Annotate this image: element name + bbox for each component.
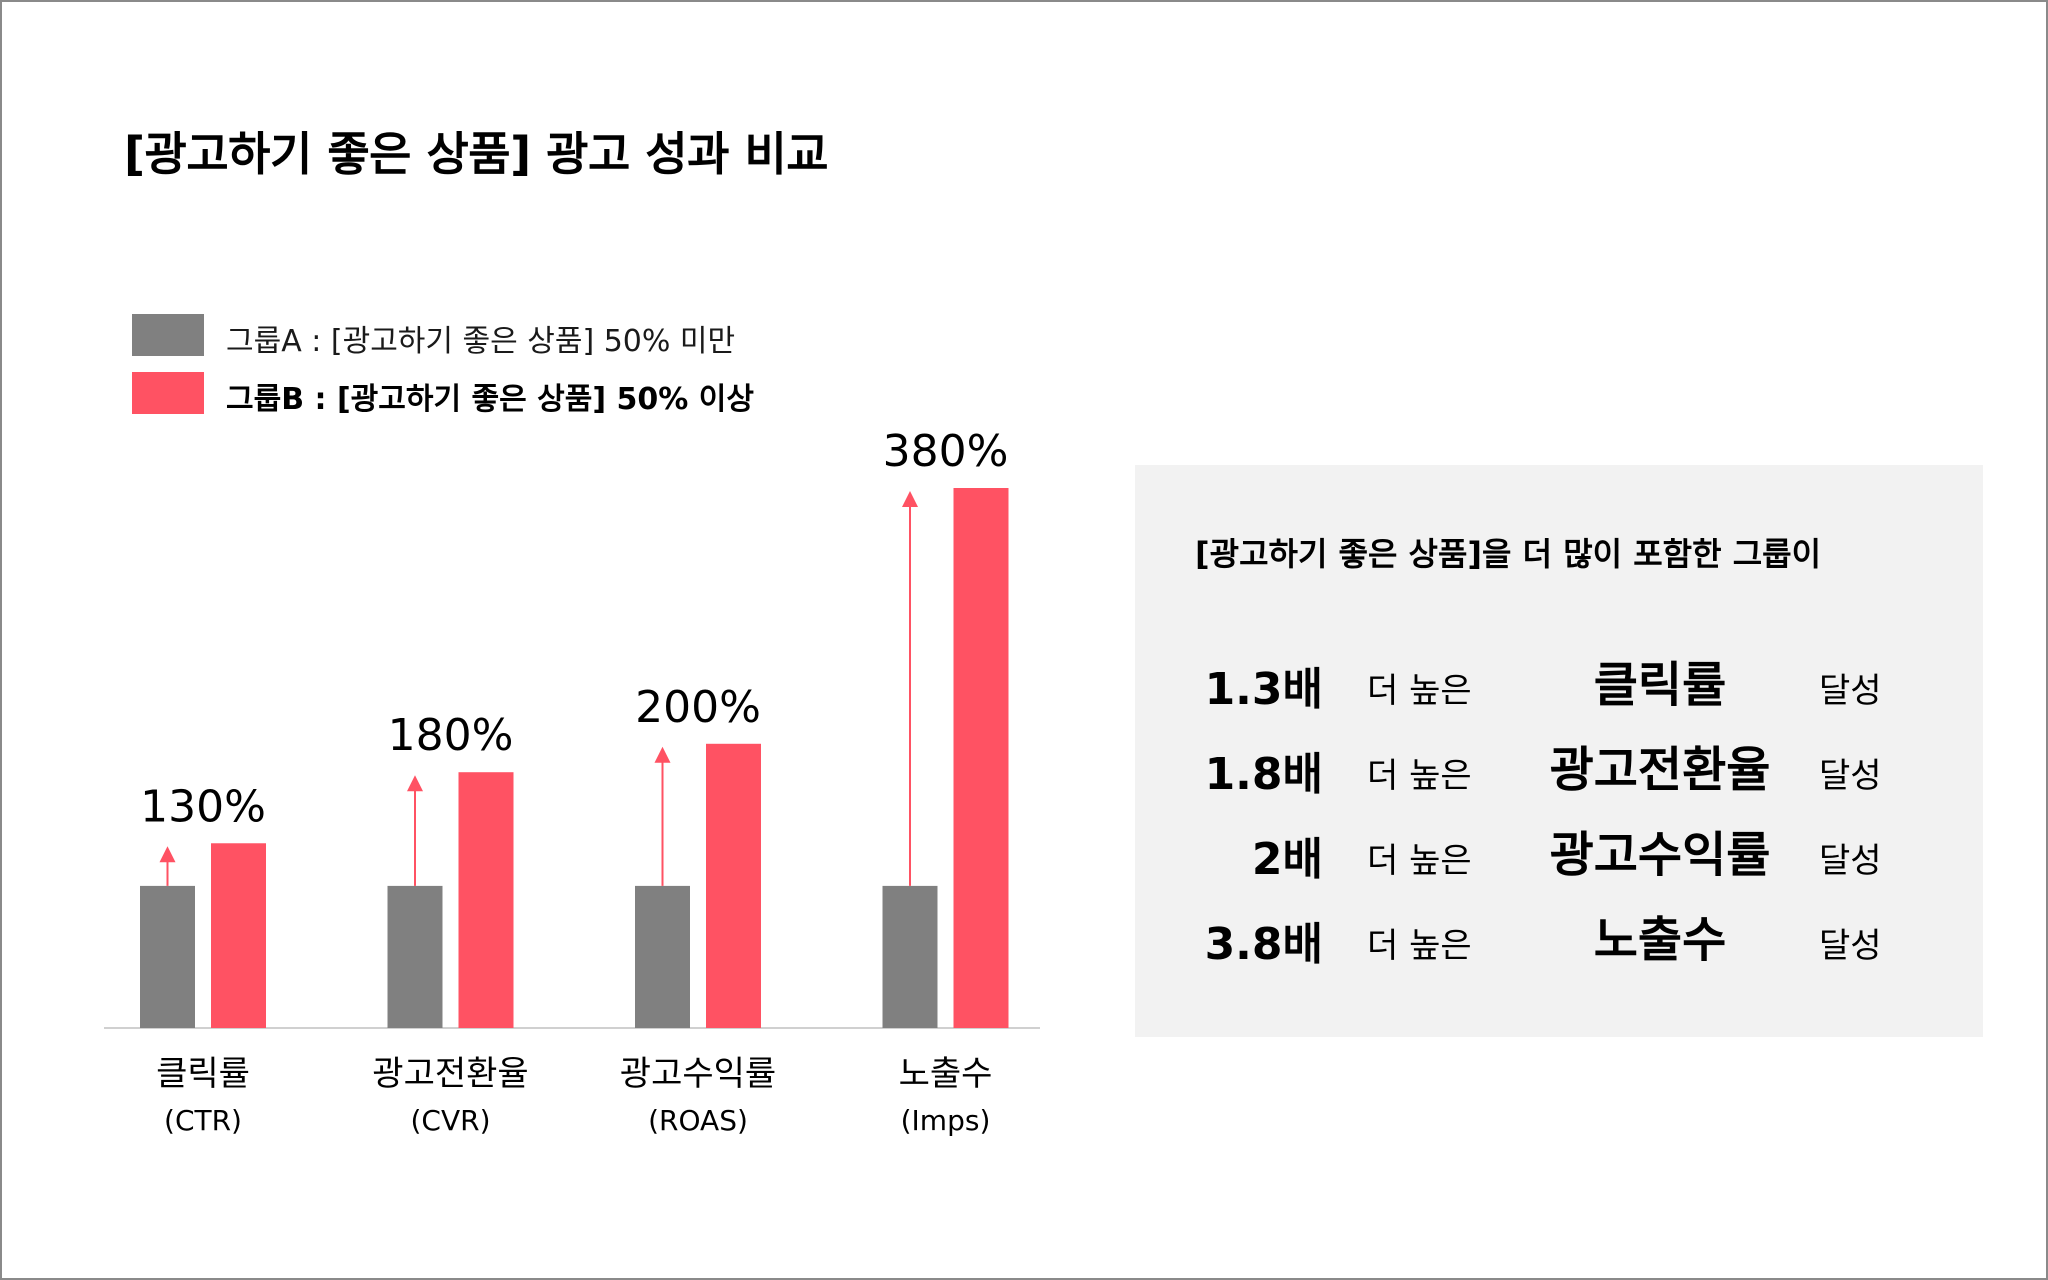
increase-arrow-head-1 xyxy=(407,775,423,792)
bar-group-b-2 xyxy=(706,743,761,1028)
category-sublabel-1: (CVR) xyxy=(410,1104,490,1137)
legend-label-group-b: 그룹B : [광고하기 좋은 상품] 50% 이상 xyxy=(226,382,754,417)
category-label-1: 광고전환율 xyxy=(372,1054,528,1094)
increase-arrow-head-3 xyxy=(902,491,918,507)
summary-heading: [광고하기 좋은 상품]을 더 많이 포함한 그룹이 xyxy=(1195,535,1822,573)
summary-row: 1.8배 더 높은 광고전환율 달성 xyxy=(1135,724,1983,804)
category-sublabel-3: (Imps) xyxy=(901,1104,991,1137)
bar-group-b-0 xyxy=(211,843,266,1028)
data-label-0: 130% xyxy=(140,781,266,832)
summary-row: 3.8배 더 높은 노출수 달성 xyxy=(1135,894,1983,974)
bar-chart: 130% 클릭률 (CTR) 180% 광고전환율 (CVR) 200% 광고수익률 (ROAS… xyxy=(104,426,1040,1137)
bar-group-b-1 xyxy=(458,772,514,1028)
summary-achieved-text: 달성 xyxy=(1819,671,1882,711)
category-label-3: 노출수 xyxy=(899,1054,993,1094)
summary-higher-text: 더 높은 xyxy=(1367,756,1472,796)
data-label-3: 380% xyxy=(883,426,1009,477)
category-label-0: 클릭률 xyxy=(156,1054,250,1094)
summary-panel: [광고하기 좋은 상품]을 더 많이 포함한 그룹이 1.3배 더 높은 클릭률 달성… xyxy=(1135,465,1983,1037)
category-sublabel-2: (ROAS) xyxy=(648,1104,748,1137)
data-label-2: 200% xyxy=(635,682,761,733)
summary-multiplier: 3.8배 xyxy=(1204,919,1323,970)
legend-label-group-a: 그룹A : [광고하기 좋은 상품] 50% 미만 xyxy=(226,324,736,359)
page-title: [광고하기 좋은 상품] 광고 성과 비교 xyxy=(124,127,829,181)
increase-arrow-head-2 xyxy=(654,746,671,763)
summary-row: 2배 더 높은 광고수익률 달성 xyxy=(1135,809,1983,889)
summary-higher-text: 더 높은 xyxy=(1367,841,1472,881)
category-sublabel-0: (CTR) xyxy=(164,1104,242,1137)
data-label-1: 180% xyxy=(388,710,514,761)
summary-multiplier: 1.8배 xyxy=(1204,749,1323,800)
summary-metric: 광고전환율 xyxy=(1549,742,1771,798)
bar-group-b-3 xyxy=(953,488,1009,1028)
summary-multiplier: 1.3배 xyxy=(1204,664,1323,715)
increase-arrow-head-0 xyxy=(159,846,176,863)
bar-group-a-3 xyxy=(882,885,938,1028)
bar-group-a-0 xyxy=(140,885,195,1028)
summary-achieved-text: 달성 xyxy=(1819,756,1882,796)
summary-higher-text: 더 높은 xyxy=(1367,926,1472,966)
summary-higher-text: 더 높은 xyxy=(1367,671,1472,711)
legend-swatch-group-a xyxy=(132,314,204,356)
summary-achieved-text: 달성 xyxy=(1819,841,1882,881)
bar-group-a-1 xyxy=(387,885,443,1028)
summary-achieved-text: 달성 xyxy=(1819,926,1882,966)
category-label-2: 광고수익률 xyxy=(620,1054,776,1094)
summary-metric: 노출수 xyxy=(1593,912,1727,968)
summary-metric: 광고수익률 xyxy=(1549,827,1771,883)
bar-group-a-2 xyxy=(635,885,690,1028)
summary-row: 1.3배 더 높은 클릭률 달성 xyxy=(1135,639,1983,719)
summary-metric: 클릭률 xyxy=(1593,657,1727,713)
summary-multiplier: 2배 xyxy=(1251,834,1323,885)
legend-swatch-group-b xyxy=(132,372,204,414)
